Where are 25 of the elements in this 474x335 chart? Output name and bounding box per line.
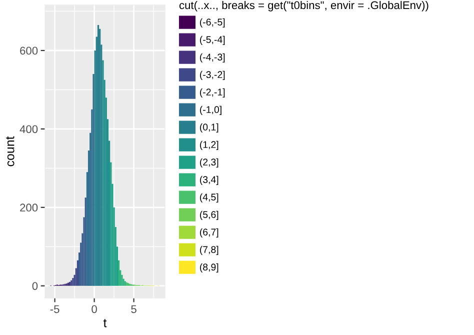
legend-title: cut(..x.., breaks = get("t0bins", envir = .GlobalEnv)) [179,0,428,12]
y-tick-label: 400 [20,125,38,134]
x-tick-label: 0 [92,305,97,314]
x-axis-title: t [103,319,107,328]
legend-label: (-5,-4] [200,36,225,45]
legend-label: (3,4] [200,176,218,185]
y-tick-label: 600 [20,46,38,55]
legend-label: (0,1] [200,123,218,132]
y-axis-title: count [6,136,14,166]
legend-label: (-1,0] [200,106,222,115]
legend-label: (7,8] [200,246,218,255]
y-tick-label: 0 [32,282,38,290]
x-tick-label: 5 [131,305,136,314]
x-tick-label: -5 [50,305,60,314]
legend-label: (1,2] [200,140,218,150]
legend-label: (5,6] [200,210,218,220]
legend-label: (-2,-1] [200,88,225,98]
legend-label: (6,7] [200,228,218,238]
legend-label: (-6,-5] [200,18,225,28]
legend-label: (2,3] [200,158,218,168]
legend-label: (4,5] [200,193,218,202]
legend-label: (-3,-2] [200,70,225,80]
legend-label: (8,9] [200,263,218,272]
legend-label: (-4,-3] [200,53,225,62]
y-tick-label: 200 [20,204,38,212]
